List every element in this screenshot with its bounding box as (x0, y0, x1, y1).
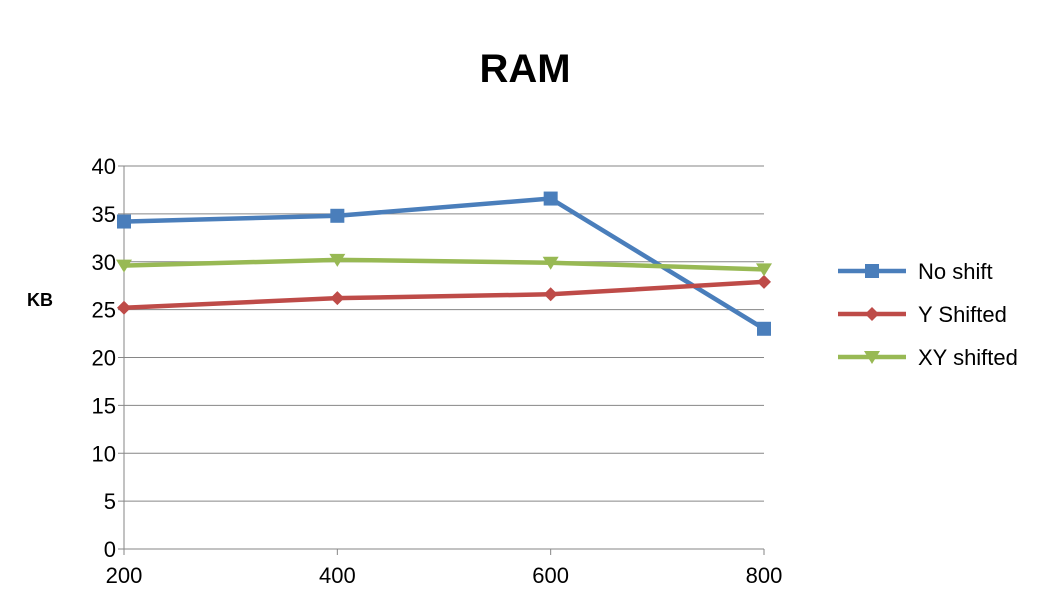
legend-label: XY shifted (918, 345, 1018, 370)
data-point (543, 191, 558, 206)
y-tick-label: 35 (92, 202, 116, 227)
series-line (121, 196, 767, 332)
legend-label: Y Shifted (918, 302, 1007, 327)
series-line (121, 279, 767, 310)
series-line (121, 257, 767, 272)
series-group (117, 191, 771, 336)
y-tick-label: 10 (92, 441, 116, 466)
y-tick-label: 40 (92, 154, 116, 179)
series-group (117, 274, 771, 315)
x-tick-label: 400 (319, 563, 356, 588)
data-point (757, 321, 771, 336)
data-point (542, 256, 559, 270)
data-point (756, 263, 772, 277)
y-tick-label: 30 (92, 250, 116, 275)
legend: No shift Y Shifted XY shifted (838, 259, 1018, 370)
series-lines (116, 191, 772, 336)
legend-item: Y Shifted (838, 302, 1007, 327)
y-tick-label: 0 (104, 537, 116, 562)
legend-item: XY shifted (838, 345, 1018, 370)
y-tick-label: 15 (92, 393, 116, 418)
data-point (117, 300, 131, 315)
x-tick-label: 600 (532, 563, 569, 588)
legend-marker (864, 351, 880, 364)
data-point (117, 214, 131, 229)
legend-marker (865, 264, 879, 278)
data-point (543, 287, 558, 302)
legend-item: No shift (838, 259, 993, 284)
data-point (757, 274, 771, 289)
chart-title: RAM (479, 47, 570, 91)
y-tick-label: 5 (104, 489, 116, 514)
legend-marker (865, 307, 879, 321)
gridlines (124, 165, 764, 502)
x-tick-label: 200 (106, 563, 143, 588)
legend-label: No shift (918, 259, 993, 284)
series-group (116, 253, 772, 277)
x-tick-label: 800 (746, 563, 783, 588)
y-tick-label: 20 (92, 346, 116, 371)
y-axis-title: KB (27, 290, 53, 310)
data-point (116, 259, 132, 273)
axes (118, 165, 765, 555)
tick-labels: 0 5 10 15 20 25 30 35 40 200 400 600 800 (92, 154, 783, 588)
data-point (330, 208, 345, 223)
data-point (329, 253, 346, 267)
y-tick-label: 25 (92, 298, 116, 323)
data-point (330, 291, 345, 306)
